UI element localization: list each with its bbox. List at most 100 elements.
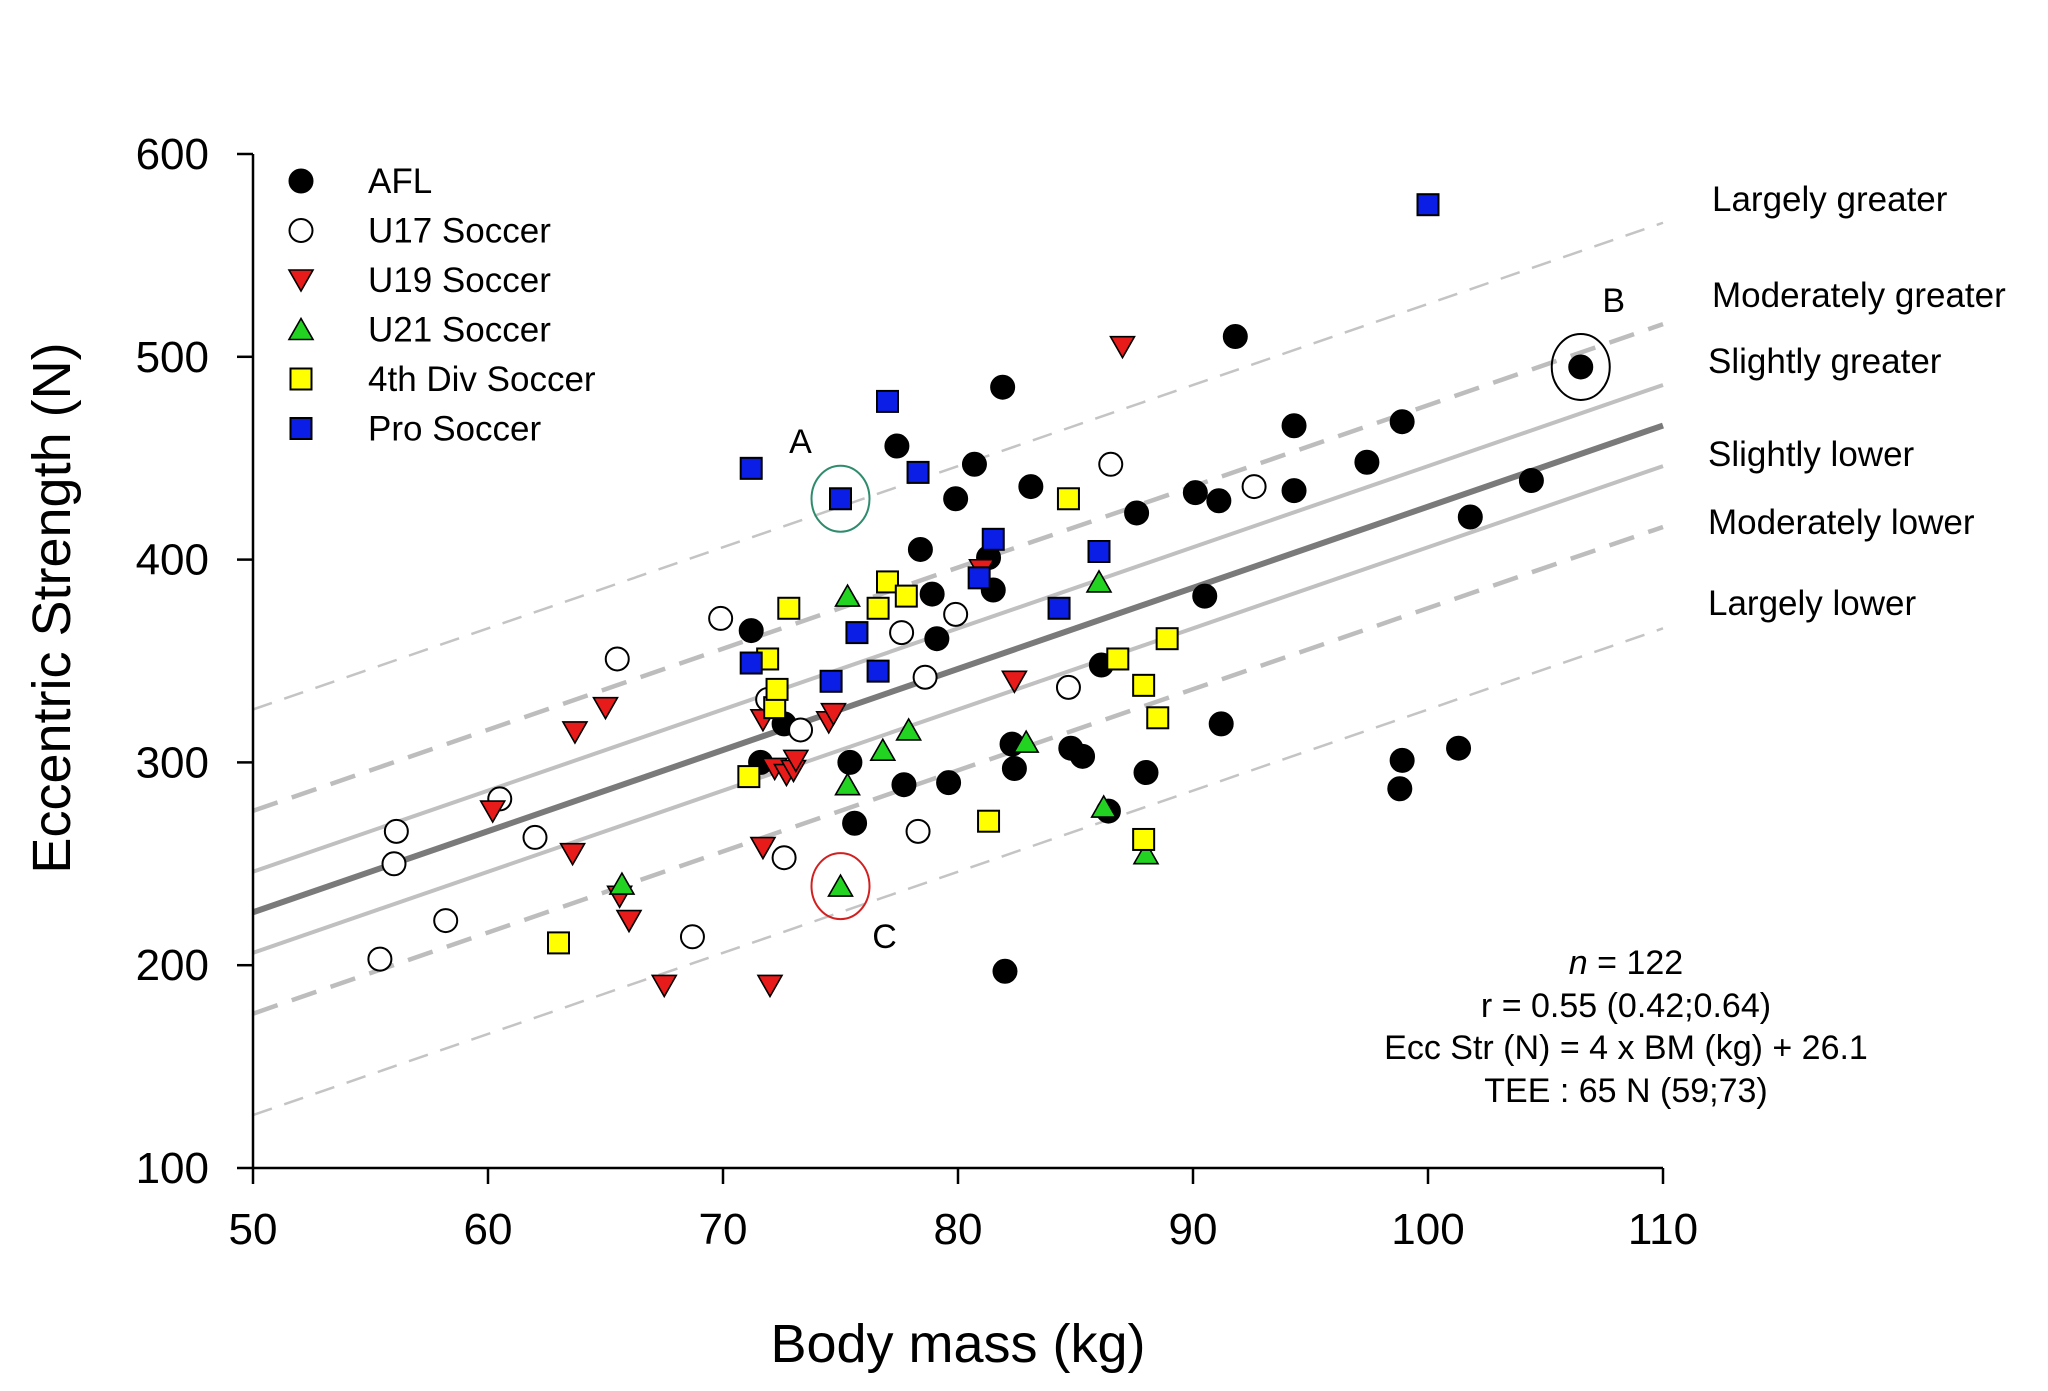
data-point-afl [838, 751, 861, 774]
data-point-u17-soccer [368, 948, 391, 971]
data-point-u21-soccer [836, 585, 860, 606]
data-point-u19-soccer [617, 911, 641, 932]
legend-marker-pro-soccer [291, 418, 312, 439]
band-label-moderately-greater: Moderately greater [1712, 276, 2006, 315]
data-point-4th-div-soccer [738, 766, 759, 787]
data-point-afl [1184, 481, 1207, 504]
data-point-afl [991, 376, 1014, 399]
series-pro-soccer [741, 194, 1439, 692]
stats-box: n = 122 r = 0.55 (0.42;0.64) Ecc Str (N)… [1384, 944, 1868, 1110]
stats-n-value: = 122 [1588, 944, 1683, 982]
data-point-pro-soccer [741, 653, 762, 674]
data-point-pro-soccer [830, 488, 851, 509]
y-tick-label: 400 [136, 536, 209, 585]
data-point-u17-soccer [890, 621, 913, 644]
legend-marker-afl [290, 170, 313, 193]
data-point-afl [1355, 451, 1378, 474]
data-points [368, 194, 1592, 996]
data-point-afl [1520, 469, 1543, 492]
data-point-u17-soccer [681, 925, 704, 948]
data-point-afl [944, 487, 967, 510]
y-tick-label: 600 [136, 130, 209, 179]
data-point-afl [1224, 325, 1247, 348]
x-tick-label: 110 [1628, 1205, 1698, 1254]
legend-marker-u19-soccer [289, 270, 313, 291]
band-label-largely-greater: Largely greater [1712, 180, 1948, 219]
stats-tee: TEE : 65 N (59;73) [1484, 1072, 1767, 1110]
data-point-u17-soccer [606, 647, 629, 670]
data-point-4th-div-soccer [778, 598, 799, 619]
series-4th-div-soccer [548, 488, 1178, 953]
data-point-afl [1193, 585, 1216, 608]
data-point-u19-soccer [751, 838, 775, 859]
data-point-u17-soccer [1057, 676, 1080, 699]
data-point-afl [1283, 479, 1306, 502]
data-point-pro-soccer [821, 671, 842, 692]
y-tick-label: 500 [136, 333, 209, 382]
data-point-afl [740, 619, 763, 642]
band-labels: Largely greater Moderately greater Slightl… [1708, 180, 2006, 623]
series-afl [740, 325, 1593, 983]
data-point-pro-soccer [983, 529, 1004, 550]
x-tick-label: 80 [934, 1205, 983, 1254]
stats-n-symbol: n [1569, 944, 1588, 982]
data-point-4th-div-soccer [1058, 488, 1079, 509]
data-point-4th-div-soccer [1157, 628, 1178, 649]
data-point-afl [1207, 489, 1230, 512]
data-point-u21-soccer [871, 739, 895, 760]
data-point-pro-soccer [1049, 598, 1070, 619]
data-point-afl [1391, 749, 1414, 772]
band-label-slightly-greater: Slightly greater [1708, 342, 1942, 381]
band-label-largely-lower: Largely lower [1708, 584, 1916, 623]
stats-n: n = 122 [1569, 944, 1683, 982]
data-point-pro-soccer [877, 391, 898, 412]
data-point-u21-soccer [610, 873, 634, 894]
x-ticks: 50 60 70 80 90 100 110 [229, 1168, 1699, 1254]
data-point-pro-soccer [908, 462, 929, 483]
y-axis-title: Eccentric Strength (N) [22, 342, 82, 873]
legend-label-u19-soccer: U19 Soccer [368, 261, 551, 300]
x-axis-title: Body mass (kg) [770, 1314, 1145, 1374]
annotation-label-a: A [789, 423, 812, 461]
stats-equation: Ecc Str (N) = 4 x BM (kg) + 26.1 [1384, 1029, 1868, 1067]
data-point-u17-soccer [385, 820, 408, 843]
axes [253, 154, 1663, 1168]
data-point-4th-div-soccer [1107, 648, 1128, 669]
data-point-u19-soccer [561, 844, 585, 865]
data-point-4th-div-soccer [1133, 675, 1154, 696]
data-point-afl [909, 538, 932, 561]
x-tick-label: 60 [464, 1205, 513, 1254]
data-point-u19-soccer [652, 975, 676, 996]
data-point-u19-soccer [481, 801, 505, 822]
data-point-afl [937, 771, 960, 794]
data-point-afl [963, 453, 986, 476]
legend-marker-u21-soccer [289, 319, 313, 340]
data-point-u17-soccer [789, 718, 812, 741]
legend-label-pro-soccer: Pro Soccer [368, 410, 541, 449]
data-point-afl [1283, 414, 1306, 437]
data-point-pro-soccer [868, 661, 889, 682]
y-tick-label: 300 [136, 738, 209, 787]
data-point-u19-soccer [594, 698, 618, 719]
legend-label-u17-soccer: U17 Soccer [368, 212, 551, 251]
data-point-afl [1019, 475, 1042, 498]
data-point-4th-div-soccer [767, 679, 788, 700]
data-point-afl [1210, 712, 1233, 735]
data-point-u17-soccer [709, 607, 732, 630]
x-tick-label: 50 [229, 1205, 278, 1254]
data-point-u19-soccer [758, 975, 782, 996]
stats-r: r = 0.55 (0.42;0.64) [1481, 987, 1771, 1025]
data-point-4th-div-soccer [548, 932, 569, 953]
data-point-pro-soccer [741, 458, 762, 479]
data-point-4th-div-soccer [1147, 707, 1168, 728]
data-point-afl [1003, 757, 1026, 780]
band-line-moderately-lower [253, 527, 1663, 1014]
data-point-4th-div-soccer [978, 811, 999, 832]
legend-label-u21-soccer: U21 Soccer [368, 311, 551, 350]
data-point-4th-div-soccer [868, 598, 889, 619]
data-point-afl [1569, 355, 1592, 378]
data-point-afl [892, 773, 915, 796]
data-point-pro-soccer [1418, 194, 1439, 215]
data-point-4th-div-soccer [1133, 829, 1154, 850]
data-point-u19-soccer [1111, 337, 1135, 358]
